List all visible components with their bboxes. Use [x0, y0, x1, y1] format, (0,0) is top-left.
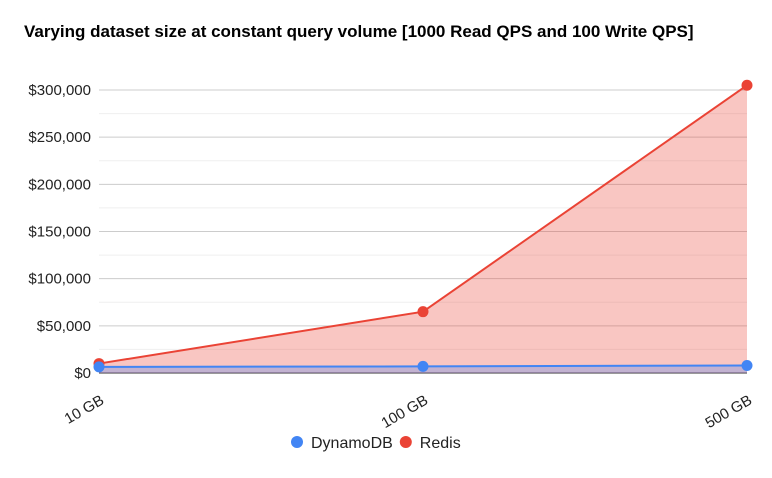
point-layer [93, 79, 753, 373]
y-tick-label: $0 [74, 365, 91, 382]
legend-marker-dynamodb [291, 436, 303, 448]
y-axis-ticks: $0 $50,000 $100,000 $150,000 $200,000 $250,00… [28, 82, 91, 382]
point-redis [417, 306, 429, 318]
x-axis-ticks: 10 GB 100 GB 500 GB [62, 392, 755, 432]
grid-layer [99, 89, 747, 374]
legend-label-dynamodb: DynamoDB [311, 435, 393, 452]
y-tick-label: $250,000 [28, 129, 91, 146]
x-tick-label: 100 GB [378, 392, 431, 432]
area-layer [99, 85, 747, 374]
y-tick-label: $150,000 [28, 224, 91, 241]
chart-title: Varying dataset size at constant query v… [24, 22, 694, 41]
x-tick-label: 500 GB [702, 392, 755, 432]
y-tick-label: $200,000 [28, 176, 91, 193]
area-redis [99, 85, 747, 374]
legend-marker-redis [399, 436, 412, 448]
point-dynamodb [93, 361, 105, 373]
point-dynamodb [741, 359, 753, 371]
y-tick-label: $100,000 [28, 271, 91, 288]
x-tick-label: 10 GB [62, 392, 107, 428]
legend-label-redis: Redis [420, 435, 461, 452]
legend: DynamoDB Redis [291, 435, 461, 452]
y-tick-label: $300,000 [28, 82, 91, 99]
point-dynamodb [417, 360, 429, 372]
y-tick-label: $50,000 [37, 318, 91, 335]
point-redis [741, 79, 753, 91]
